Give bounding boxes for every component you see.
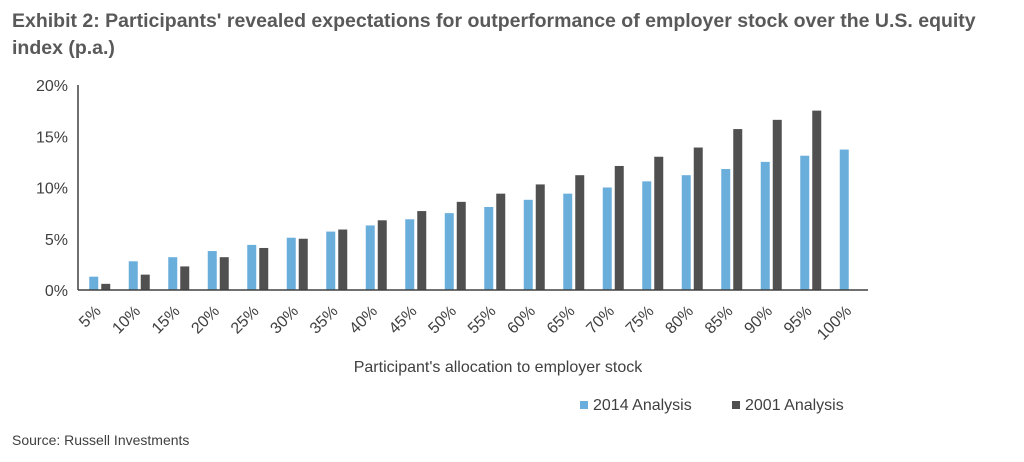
y-tick-label: 20%: [36, 78, 68, 95]
bar-2001-25pct: [259, 247, 269, 290]
bar-2014-15pct: [168, 257, 178, 290]
x-tick-label: 55%: [465, 303, 500, 338]
x-tick-label: 60%: [504, 303, 539, 338]
bar-2001-95pct: [812, 110, 822, 290]
bar-2001-45pct: [417, 211, 427, 290]
legend: 2014 Analysis 2001 Analysis: [580, 397, 844, 414]
bar-2014-5pct: [89, 276, 99, 290]
bar-2001-20pct: [219, 257, 229, 290]
x-tick-label: 80%: [662, 303, 697, 338]
legend-swatch: [580, 401, 588, 409]
y-tick-label: 15%: [36, 129, 68, 146]
bar-2001-70pct: [614, 165, 624, 290]
bar-2014-70pct: [602, 187, 612, 290]
bar-2014-100pct: [839, 149, 849, 290]
x-axis-label: Participant's allocation to employer sto…: [354, 359, 644, 376]
bar-2014-75pct: [642, 181, 652, 290]
bar-2001-55pct: [496, 193, 506, 290]
bar-2001-65pct: [575, 175, 585, 290]
x-tick-label: 70%: [583, 303, 618, 338]
bar-2001-10pct: [140, 274, 150, 290]
bar-2014-50pct: [444, 213, 454, 290]
y-tick-label: 0%: [45, 283, 68, 300]
bar-2001-90pct: [772, 119, 782, 290]
x-tick-label: 20%: [188, 303, 223, 338]
bar-2014-55pct: [484, 206, 494, 290]
legend-label: 2014 Analysis: [593, 397, 692, 414]
x-tick-label: 75%: [623, 303, 658, 338]
x-tick-label: 95%: [781, 303, 816, 338]
bar-2014-65pct: [563, 193, 573, 290]
bar-2001-60pct: [535, 184, 545, 290]
bar-2001-15pct: [180, 266, 190, 290]
y-tick-label: 10%: [36, 181, 68, 198]
x-tick-label: 90%: [741, 303, 776, 338]
bar-2014-60pct: [523, 199, 533, 290]
bar-2001-40pct: [377, 220, 387, 290]
chart-title: Exhibit 2: Participants' revealed expect…: [12, 10, 976, 59]
bar-2001-30pct: [298, 238, 308, 290]
bar-2014-90pct: [760, 161, 770, 290]
legend-swatch: [732, 401, 740, 409]
bar-2014-25pct: [247, 244, 257, 290]
bar-2001-85pct: [733, 129, 743, 290]
bar-2014-20pct: [207, 251, 217, 290]
y-axis: 0% 5% 10% 15% 20%: [36, 78, 68, 300]
bar-2014-85pct: [721, 169, 731, 290]
bar-2014-30pct: [286, 237, 296, 290]
bar-2014-10pct: [128, 261, 138, 290]
x-tick-label: 50%: [425, 303, 460, 338]
bar-2014-80pct: [681, 175, 691, 290]
y-tick-label: 5%: [45, 232, 68, 249]
x-tick-label: 10%: [109, 303, 144, 338]
x-tick-label: 40%: [346, 303, 381, 338]
bar-2001-80pct: [693, 147, 703, 290]
bars: [89, 110, 849, 290]
bar-2001-5pct: [101, 283, 111, 290]
bar-2014-95pct: [800, 155, 810, 290]
x-tick-label: 85%: [702, 303, 737, 338]
x-tick-label: 35%: [307, 303, 342, 338]
x-tick-label: 15%: [149, 303, 184, 338]
x-tick-label: 25%: [228, 303, 263, 338]
legend-label: 2001 Analysis: [745, 397, 844, 414]
bar-2001-50pct: [456, 201, 466, 290]
bar-2014-35pct: [326, 231, 336, 290]
bar-2014-45pct: [405, 219, 415, 290]
x-tick-label: 5%: [76, 303, 104, 331]
x-tick-label: 65%: [544, 303, 579, 338]
bar-2001-35pct: [338, 229, 348, 290]
bar-2014-40pct: [365, 225, 375, 290]
x-axis: 5% 10% 15% 20% 25% 30% 35% 40% 45% 50% 55% 60% 65% 70…: [76, 303, 855, 344]
bar-2001-75pct: [654, 156, 664, 290]
x-tick-label: 100%: [814, 303, 855, 344]
x-tick-label: 45%: [386, 303, 421, 338]
source-note: Source: Russell Investments: [12, 432, 190, 448]
x-tick-label: 30%: [267, 303, 302, 338]
